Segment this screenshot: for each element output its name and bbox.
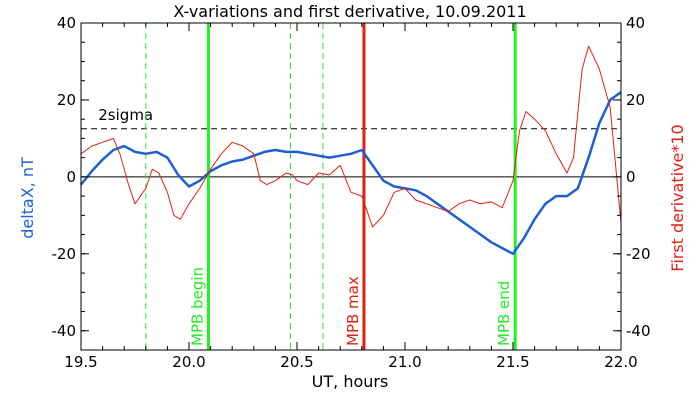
- plot-frame: [80, 22, 622, 351]
- series-line-derivative: [80, 45, 622, 228]
- y-tick-label-left: 20: [57, 91, 76, 109]
- y-tick-label-right: 0: [626, 168, 636, 186]
- marker-label-1: MPB begin: [188, 267, 206, 346]
- x-tick-label: 21.0: [388, 353, 421, 371]
- threshold-label: 2sigma: [98, 106, 153, 124]
- y-axis-left-title: deltaX, nT: [18, 157, 37, 239]
- x-tick-label: 21.5: [496, 353, 529, 371]
- y-tick-label-right: 20: [626, 91, 645, 109]
- y-axis-right-title: First derivative*10: [668, 124, 687, 271]
- y-tick-label-left: 40: [57, 14, 76, 32]
- chart-title: X-variations and first derivative, 10.09…: [173, 2, 526, 21]
- y-tick-label-right: -40: [626, 322, 651, 340]
- series-line-deltaX: [80, 91, 622, 256]
- x-tick-label: 20.5: [280, 353, 313, 371]
- y-tick-label-right: 40: [626, 14, 645, 32]
- x-tick-label: 19.5: [64, 353, 97, 371]
- marker-label-5: MPB end: [495, 281, 513, 346]
- y-tick-label-left: -20: [52, 245, 77, 263]
- plot-area: 2sigma MPB begin MPB max MPB end 19.5 20.0 20.…: [52, 14, 651, 371]
- x-tick-label: 20.0: [172, 353, 205, 371]
- x-axis-title: UT, hours: [312, 372, 389, 391]
- y-tick-label-left: 0: [66, 168, 76, 186]
- y-tick-label-left: -40: [52, 322, 77, 340]
- x-tick-label: 22.0: [604, 353, 637, 371]
- marker-label-4: MPB max: [344, 276, 362, 346]
- y-tick-label-right: -20: [626, 245, 651, 263]
